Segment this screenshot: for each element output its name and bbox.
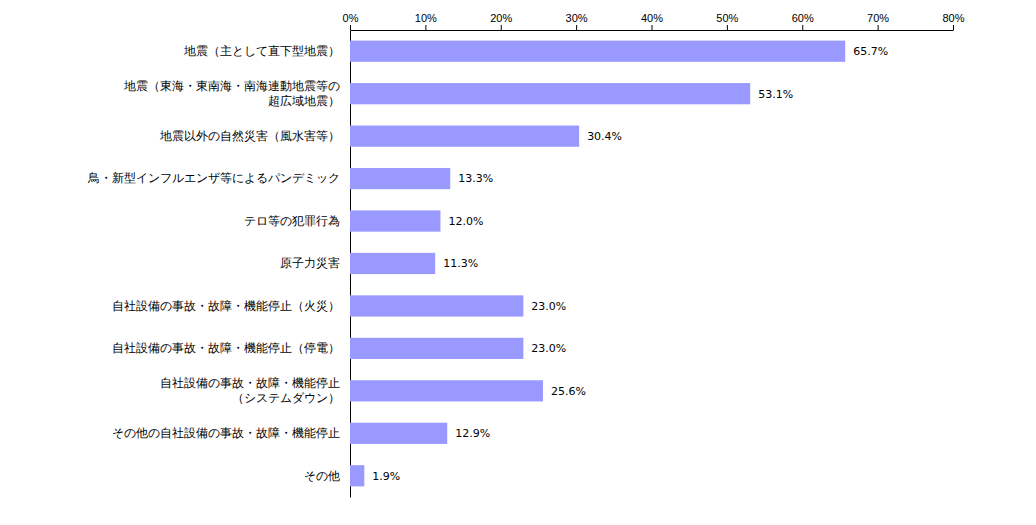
- x-tick-label: 50%: [716, 12, 738, 24]
- x-tick-mark: [425, 25, 426, 30]
- x-tick-label: 70%: [867, 12, 889, 24]
- y-tick: 地震（主として直下型地震）: [183, 44, 340, 58]
- bar: [350, 423, 447, 444]
- y-tick: 自社設備の事故・故障・機能停止（火災）: [112, 299, 340, 313]
- y-axis: 地震（主として直下型地震） 地震（東海・東南海・南海連動地震等の超広域地震） 地震以…: [87, 31, 351, 498]
- x-tick-label: 60%: [792, 12, 814, 24]
- x-tick: 0%: [343, 12, 359, 30]
- y-tick-label-line: （システムダウン）: [232, 391, 340, 405]
- y-tick: その他の自社設備の事故・故障・機能停止: [112, 426, 340, 440]
- y-tick-label: 自社設備の事故・故障・機能停止（火災）: [112, 299, 340, 313]
- y-tick-label: その他: [304, 469, 340, 483]
- x-tick: 70%: [867, 12, 889, 30]
- y-tick-label: 鳥・新型インフルエンザ等によるパンデミック: [87, 171, 340, 185]
- y-tick: 鳥・新型インフルエンザ等によるパンデミック: [87, 171, 340, 185]
- data-label: 53.1%: [758, 88, 793, 101]
- data-label: 11.3%: [443, 257, 478, 270]
- y-tick-label-line: 地震（東海・東南海・南海連動地震等の: [123, 79, 340, 93]
- x-tick: 30%: [566, 12, 588, 30]
- x-tick-mark: [501, 25, 502, 30]
- y-tick-label: 自社設備の事故・故障・機能停止（システムダウン）: [160, 376, 340, 405]
- bar: [350, 83, 750, 104]
- x-tick: 10%: [415, 12, 437, 30]
- x-tick-label: 0%: [343, 12, 359, 24]
- x-axis-line: [351, 30, 954, 31]
- data-label: 23.0%: [531, 300, 566, 313]
- y-tick: 地震以外の自然災害（風水害等）: [159, 129, 340, 143]
- x-tick-mark: [878, 25, 879, 30]
- bar: [350, 295, 523, 316]
- x-tick: 40%: [641, 12, 663, 30]
- data-label: 23.0%: [531, 342, 566, 355]
- y-tick: 原子力災害: [280, 256, 340, 270]
- y-tick-label: 地震以外の自然災害（風水害等）: [159, 129, 340, 143]
- plot: 0%10%20%30%40%50%60%70%80%地震（主として直下型地震）地…: [87, 12, 965, 498]
- y-tick-label: 原子力災害: [280, 256, 340, 270]
- x-tick-mark: [953, 25, 954, 30]
- data-label: 65.7%: [853, 45, 888, 58]
- x-tick-mark: [652, 25, 653, 30]
- data-label: 25.6%: [551, 385, 586, 398]
- y-tick: その他: [304, 469, 340, 483]
- bar: [350, 168, 450, 189]
- data-labels: 65.7% 53.1% 30.4% 13.3% 12.0% 11.3% 23.0% 23.0%…: [372, 45, 888, 483]
- y-tick-label: その他の自社設備の事故・故障・機能停止: [112, 426, 340, 440]
- x-tick-mark: [802, 25, 803, 30]
- y-tick-label-line: 自社設備の事故・故障・機能停止: [160, 376, 340, 390]
- y-tick: 地震（東海・東南海・南海連動地震等の超広域地震）: [123, 79, 340, 108]
- bar: [350, 41, 845, 62]
- x-tick-mark: [350, 25, 351, 30]
- y-tick: 自社設備の事故・故障・機能停止（停電）: [112, 341, 340, 355]
- data-label: 13.3%: [458, 172, 493, 185]
- x-tick-label: 30%: [566, 12, 588, 24]
- x-tick-label: 80%: [942, 12, 964, 24]
- y-tick-label: 地震（東海・東南海・南海連動地震等の超広域地震）: [123, 79, 340, 108]
- x-tick-label: 20%: [490, 12, 512, 24]
- x-tick-label: 40%: [641, 12, 663, 24]
- y-tick-label: 地震（主として直下型地震）: [183, 44, 340, 58]
- x-tick: 60%: [792, 12, 814, 30]
- x-tick-mark: [576, 25, 577, 30]
- x-tick: 80%: [942, 12, 964, 30]
- x-tick: 20%: [490, 12, 512, 30]
- bar: [350, 126, 579, 147]
- x-axis: 0% 10% 20% 30% 40% 50% 60% 70% 80%: [343, 12, 965, 31]
- x-tick-mark: [727, 25, 728, 30]
- x-tick-label: 10%: [415, 12, 437, 24]
- bar: [350, 465, 364, 486]
- data-label: 12.0%: [448, 215, 483, 228]
- y-tick: 自社設備の事故・故障・機能停止（システムダウン）: [160, 376, 340, 405]
- chart: 0%10%20%30%40%50%60%70%80%地震（主として直下型地震）地…: [0, 0, 1036, 525]
- y-tick: テロ等の犯罪行為: [244, 214, 340, 228]
- data-label: 30.4%: [587, 130, 622, 143]
- bar: [350, 338, 523, 359]
- y-tick-label: テロ等の犯罪行為: [244, 214, 340, 228]
- data-label: 1.9%: [372, 470, 400, 483]
- data-label: 12.9%: [455, 427, 490, 440]
- bar: [350, 380, 543, 401]
- bar: [350, 253, 435, 274]
- y-tick-label-line: 超広域地震）: [268, 94, 340, 108]
- bars: [350, 41, 845, 487]
- y-tick-label: 自社設備の事故・故障・機能停止（停電）: [112, 341, 340, 355]
- bar: [350, 210, 440, 231]
- x-tick: 50%: [716, 12, 738, 30]
